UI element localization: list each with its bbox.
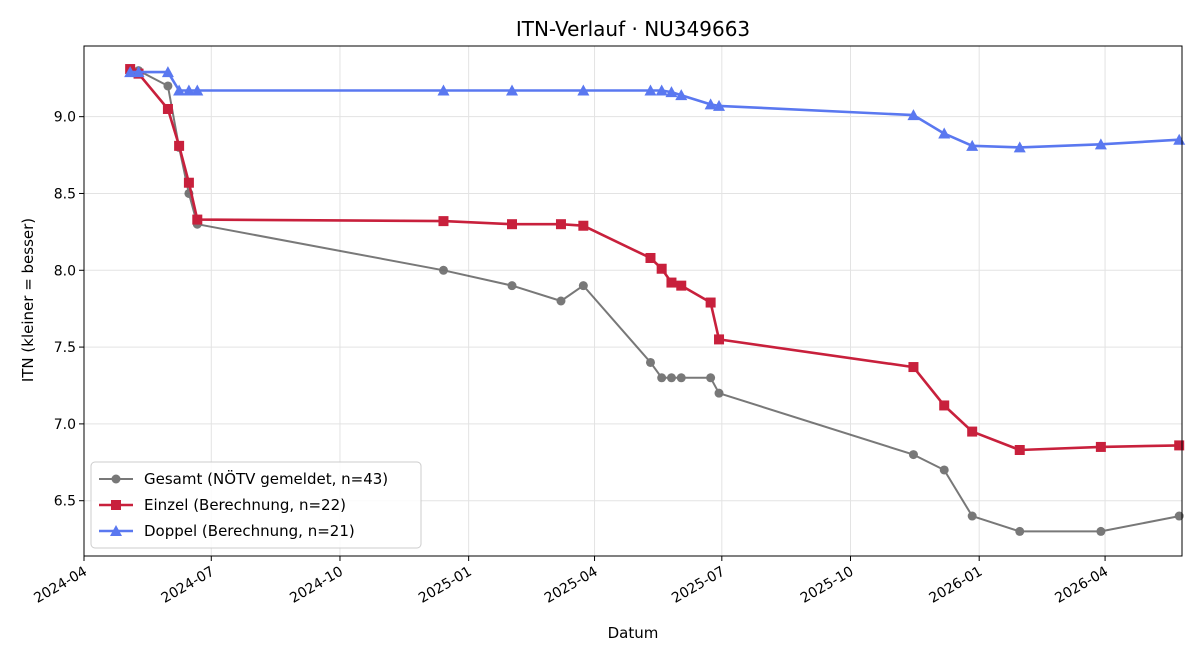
data-point-circle xyxy=(967,511,977,521)
legend: Gesamt (NÖTV gemeldet, n=43) Einzel (Bere… xyxy=(90,461,422,549)
legend-label: Gesamt (NÖTV gemeldet, n=43) xyxy=(144,469,388,488)
data-point-circle xyxy=(1174,511,1184,521)
data-point-circle xyxy=(706,373,716,383)
data-point-triangle xyxy=(907,109,920,121)
y-tick-label: 9.0 xyxy=(54,110,76,126)
series-1 xyxy=(125,64,1185,456)
data-point-triangle xyxy=(437,84,450,96)
legend-entry xyxy=(99,474,133,484)
grid-lines xyxy=(83,46,1182,556)
data-point-circle xyxy=(676,373,686,383)
data-point-circle xyxy=(1015,526,1025,536)
data-point-triangle xyxy=(675,89,688,101)
data-point-circle xyxy=(507,281,517,291)
y-axis-label: ITN (kleiner = besser) xyxy=(19,218,37,382)
legend-entry xyxy=(99,500,133,510)
y-tick-label: 6.5 xyxy=(54,494,76,510)
data-point-triangle xyxy=(191,84,204,96)
series-line xyxy=(130,69,1180,533)
data-point-triangle xyxy=(1013,141,1026,153)
data-point-circle xyxy=(657,373,667,383)
y-tick-label: 8.0 xyxy=(54,263,76,279)
data-point-triangle xyxy=(124,66,137,78)
data-point-square xyxy=(645,252,656,263)
data-point-triangle xyxy=(644,84,657,96)
data-point-triangle xyxy=(938,127,951,139)
data-point-square xyxy=(939,400,950,411)
data-point-circle xyxy=(438,265,448,275)
data-point-circle xyxy=(578,281,588,291)
data-point-triangle xyxy=(161,66,174,78)
legend-label: Einzel (Berechnung, n=22) xyxy=(144,496,346,514)
y-tick-label: 7.5 xyxy=(54,340,76,356)
data-point-square xyxy=(705,297,716,308)
series-2 xyxy=(124,66,1186,153)
data-point-circle xyxy=(645,357,655,367)
data-point-circle xyxy=(939,465,949,475)
data-point-triangle xyxy=(713,99,726,111)
data-point-triangle xyxy=(665,86,678,98)
plot-frame xyxy=(83,45,1183,557)
x-axis-label: Datum xyxy=(608,624,659,642)
y-tick-label: 7.0 xyxy=(54,417,76,433)
chart-title: ITN-Verlauf · NU349663 xyxy=(516,17,750,41)
legend-swatch-marker xyxy=(110,525,122,536)
data-point-square xyxy=(1095,441,1106,452)
y-axis-ticks: 6.5 7.0 7.5 8.0 8.5 9.0 xyxy=(54,110,84,510)
data-point-square xyxy=(578,220,589,231)
data-point-square xyxy=(438,216,449,227)
data-point-triangle xyxy=(182,84,195,96)
legend-swatch-marker xyxy=(111,474,121,484)
data-point-circle xyxy=(666,373,676,383)
data-point-circle xyxy=(1096,526,1106,536)
legend-entry xyxy=(99,525,133,536)
y-tick-label: 8.5 xyxy=(54,186,76,202)
data-point-square xyxy=(1174,440,1185,451)
data-point-triangle xyxy=(132,66,145,78)
data-point-triangle xyxy=(655,84,668,96)
data-point-triangle xyxy=(577,84,590,96)
data-point-square xyxy=(666,277,677,288)
data-point-circle xyxy=(556,296,566,306)
data-point-triangle xyxy=(704,98,717,110)
data-point-square xyxy=(555,219,566,230)
data-point-square xyxy=(908,362,919,373)
data-point-square xyxy=(192,214,203,225)
data-point-square xyxy=(507,219,518,230)
series-line xyxy=(129,67,1180,452)
data-point-square xyxy=(714,334,725,345)
data-point-triangle xyxy=(966,139,979,151)
legend-box xyxy=(90,461,422,549)
data-point-square xyxy=(656,263,667,274)
data-point-square xyxy=(1014,445,1025,456)
data-point-square xyxy=(967,426,978,437)
data-point-triangle xyxy=(1094,138,1107,150)
series-layer xyxy=(124,64,1186,536)
data-point-circle xyxy=(908,450,918,460)
data-point-square xyxy=(174,140,185,151)
legend-label: Doppel (Berechnung, n=21) xyxy=(144,522,355,540)
data-point-square xyxy=(183,177,194,188)
data-point-square xyxy=(676,280,687,291)
data-point-triangle xyxy=(173,84,186,96)
legend-swatch-marker xyxy=(111,500,121,510)
data-point-triangle xyxy=(506,84,519,96)
data-point-square xyxy=(162,103,173,114)
data-point-circle xyxy=(163,81,173,91)
data-point-circle xyxy=(714,388,724,398)
